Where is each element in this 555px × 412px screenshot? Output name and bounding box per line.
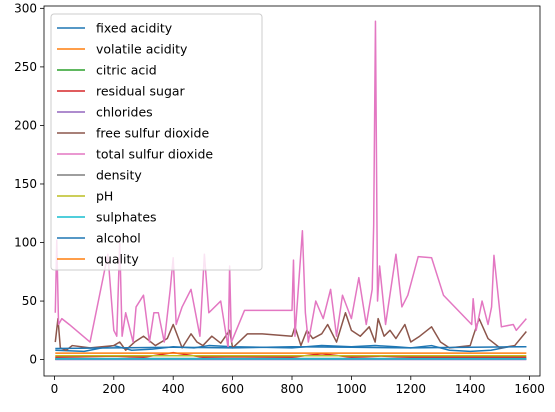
legend-label: residual sugar: [96, 84, 186, 99]
legend-label: pH: [96, 189, 113, 204]
legend-box: [50, 13, 263, 271]
legend-label: alcohol: [96, 231, 141, 246]
legend-label: citric acid: [96, 63, 157, 78]
x-tick-label: 800: [281, 382, 304, 396]
y-tick-label: 50: [22, 294, 37, 308]
y-tick-label: 0: [29, 353, 37, 367]
legend-label: free sulfur dioxide: [96, 126, 209, 141]
x-tick-label: 1200: [396, 382, 427, 396]
legend-label: fixed acidity: [96, 21, 173, 36]
x-tick-label: 0: [51, 382, 59, 396]
series-line-alcohol: [55, 345, 527, 350]
x-tick-label: 200: [102, 382, 125, 396]
legend: fixed acidity volatile acidity citric acid…: [50, 13, 263, 271]
y-tick-label: 200: [14, 118, 37, 132]
y-tick-label: 300: [14, 1, 37, 15]
legend-label: quality: [96, 252, 139, 267]
legend-items: fixed acidity volatile acidity citric acid…: [57, 21, 213, 267]
legend-label: density: [96, 168, 142, 183]
legend-label: sulphates: [96, 210, 157, 225]
y-tick-label: 250: [14, 60, 37, 74]
x-tick-label: 600: [221, 382, 244, 396]
x-tick-label: 1400: [455, 382, 486, 396]
y-tick-label: 150: [14, 177, 37, 191]
x-tick-label: 400: [162, 382, 185, 396]
series-layer: [54, 20, 527, 361]
legend-label: volatile acidity: [96, 42, 188, 57]
series-line-total-sulfur-dioxide: [54, 20, 527, 349]
y-tick-label: 100: [14, 236, 37, 250]
legend-label: total sulfur dioxide: [96, 147, 213, 162]
series-line-fixed-acidity: [55, 344, 527, 353]
x-tick-label: 1000: [336, 382, 367, 396]
x-tick-label: 1600: [514, 382, 545, 396]
legend-label: chlorides: [96, 105, 153, 120]
x-axis: 0 200 400 600 800 1000 1200 1400 1600: [51, 376, 545, 396]
y-axis: 0 50 100 150 200 250 300: [14, 1, 44, 367]
